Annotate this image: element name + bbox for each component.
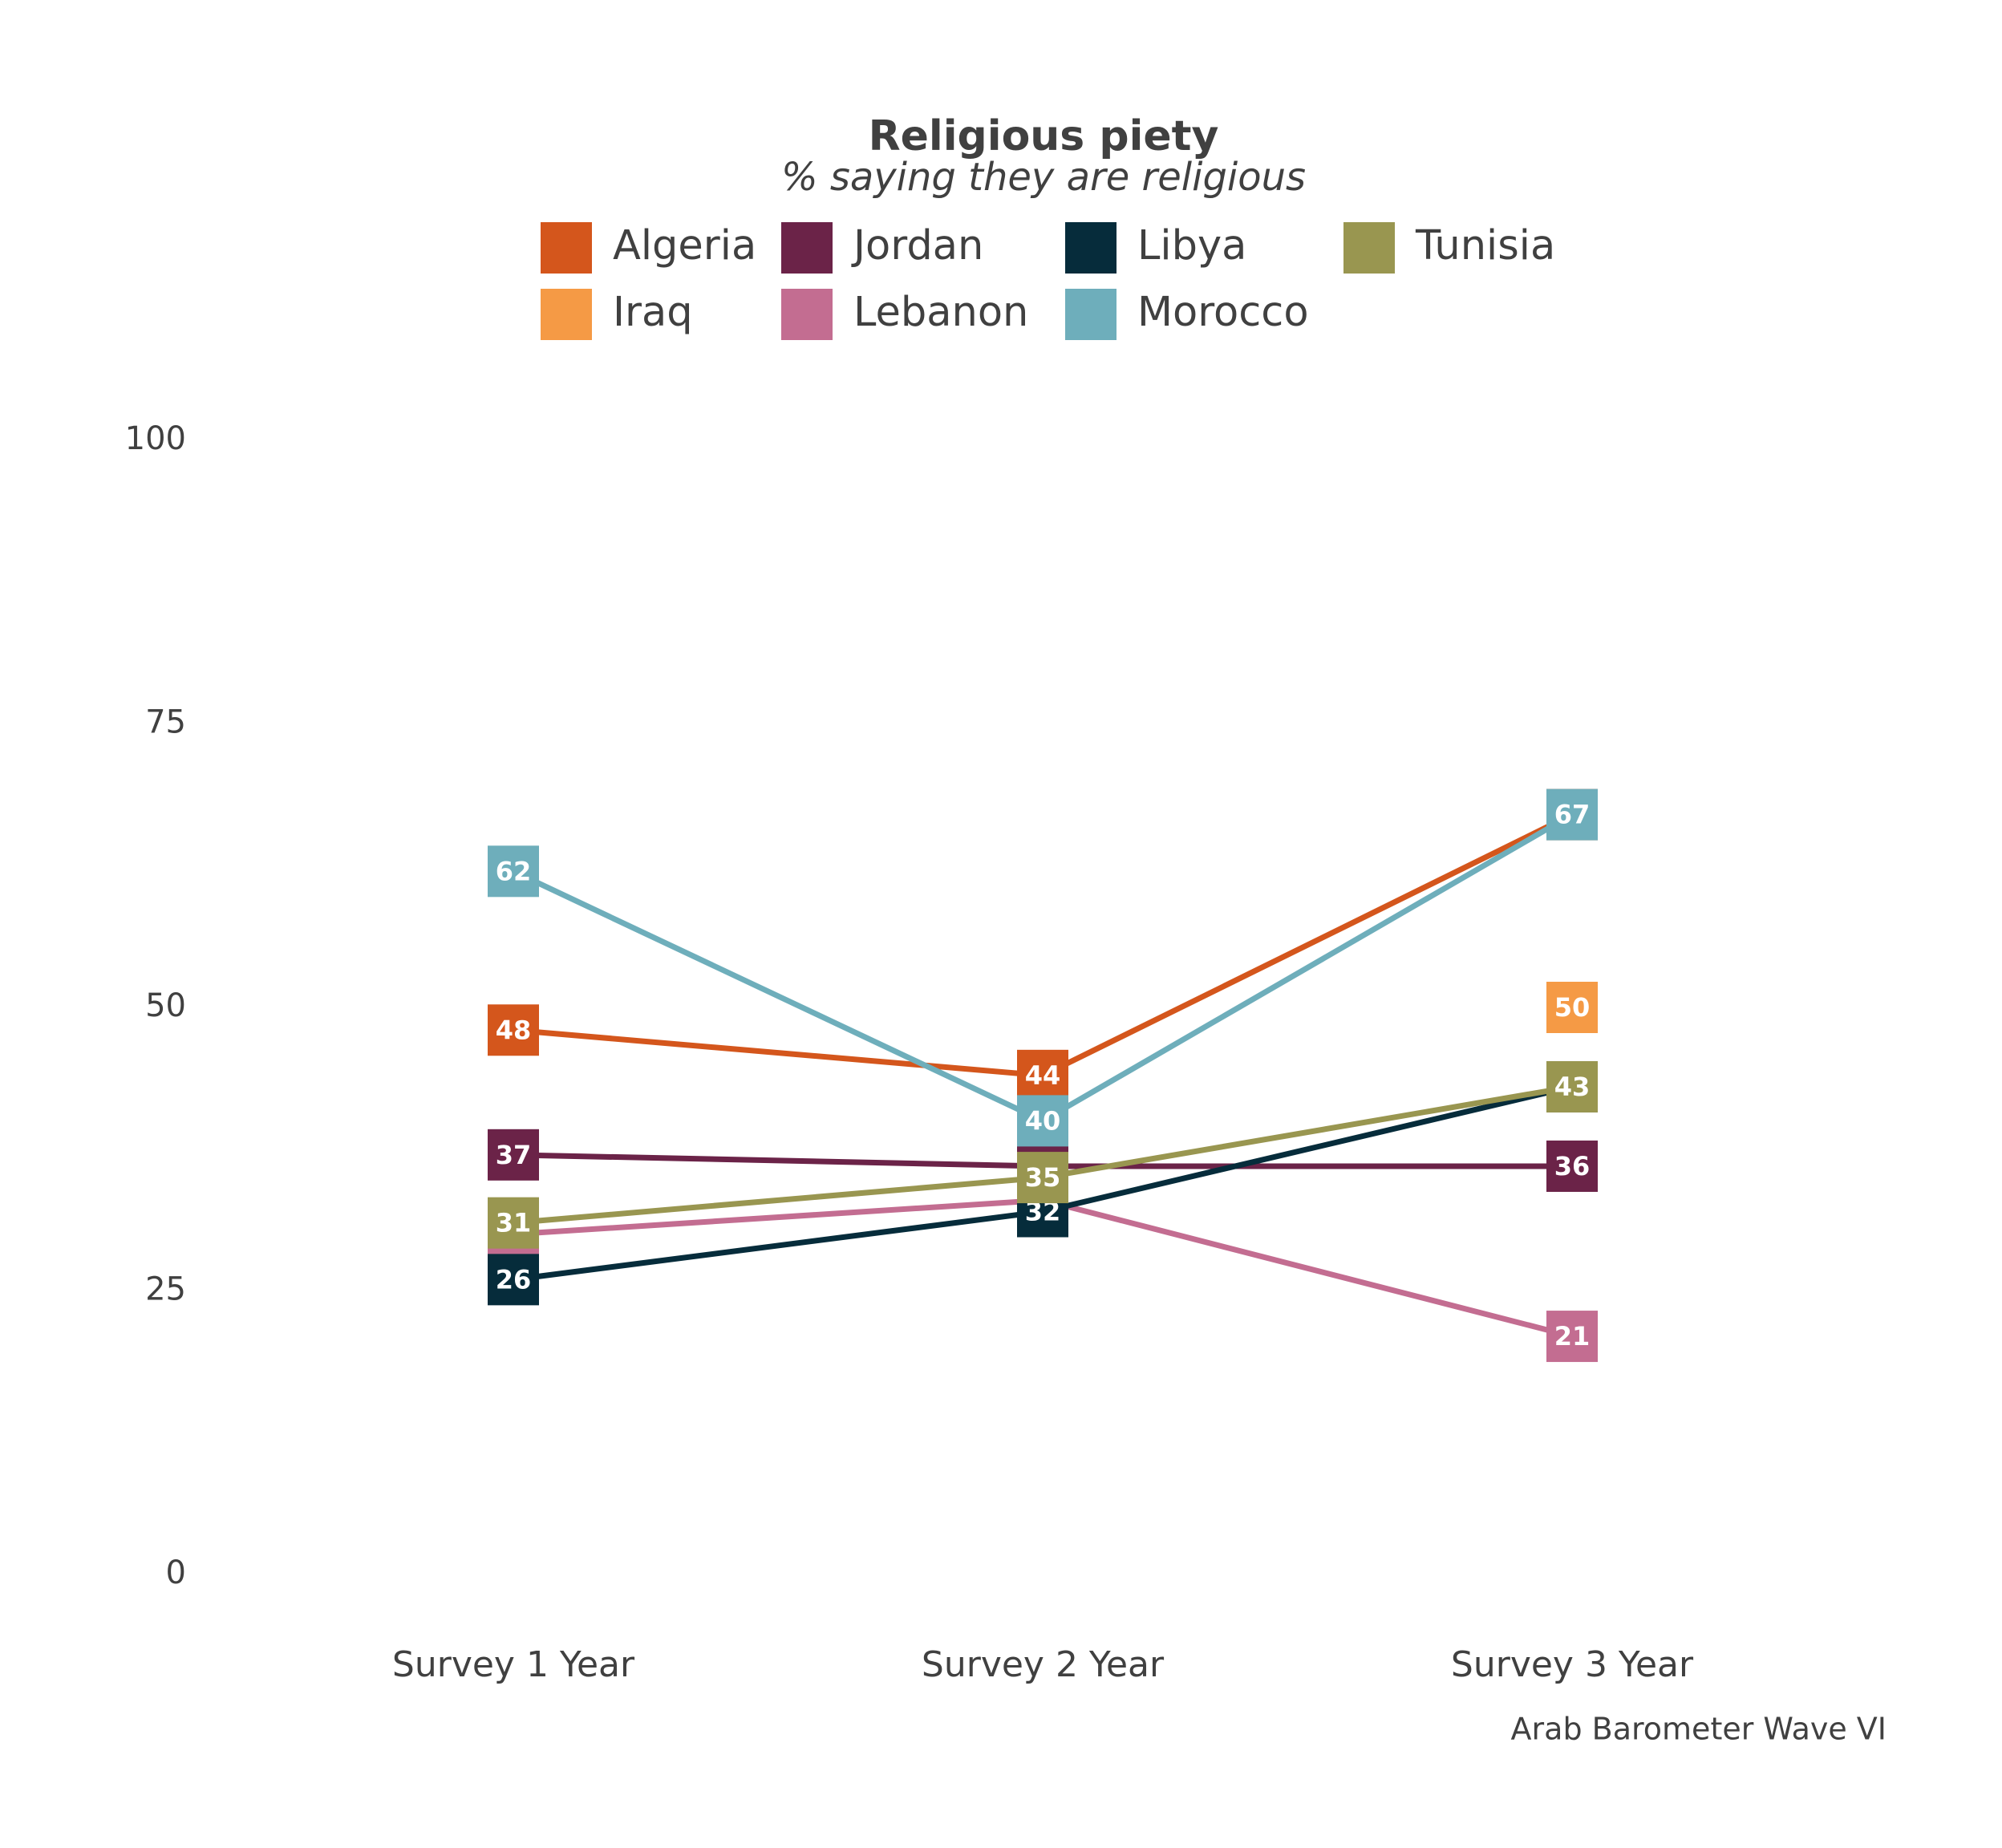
point-box: [488, 1254, 539, 1306]
legend-swatch: [1065, 222, 1116, 274]
legend-label: Lebanon: [853, 289, 1028, 336]
point-box: [1546, 982, 1598, 1033]
value-label: 48: [496, 1015, 532, 1045]
point-box: [1546, 1140, 1598, 1192]
legend-swatch: [541, 222, 592, 274]
y-tick-label: 50: [145, 987, 186, 1024]
value-label: 21: [1554, 1321, 1591, 1352]
value-label: 37: [496, 1140, 532, 1170]
legend-label: Algeria: [613, 222, 756, 270]
point-box: [1546, 788, 1598, 841]
chart-subtitle: % saying they are religious: [781, 155, 1306, 200]
point-box: [1546, 1060, 1598, 1112]
legend-swatch: [781, 289, 833, 340]
point-box: [488, 845, 539, 898]
value-label: 26: [496, 1264, 532, 1295]
caption: Arab Barometer Wave VI: [1511, 1712, 1886, 1747]
value-label: 31: [496, 1208, 532, 1238]
x-tick-label: Survey 1 Year: [392, 1644, 635, 1685]
value-label: 62: [496, 856, 532, 886]
point-box: [488, 1129, 539, 1181]
value-label: 44: [1025, 1060, 1061, 1091]
value-label: 67: [1554, 800, 1591, 830]
point-box: [1017, 1049, 1068, 1101]
y-tick-label: 75: [145, 704, 186, 741]
y-tick-label: 100: [125, 420, 186, 457]
value-label: 40: [1025, 1105, 1061, 1136]
value-label: 43: [1554, 1072, 1591, 1102]
y-tick-label: 0: [166, 1554, 186, 1591]
legend-label: Morocco: [1137, 289, 1309, 336]
value-label: 50: [1554, 992, 1591, 1023]
x-tick-label: Survey 2 Year: [922, 1644, 1165, 1685]
legend-swatch: [781, 222, 833, 274]
chart-title: Religious piety: [869, 112, 1219, 160]
legend-swatch: [1065, 289, 1116, 340]
legend-label: Iraq: [613, 289, 693, 336]
legend-swatch: [1343, 222, 1395, 274]
legend-label: Libya: [1137, 222, 1246, 270]
y-tick-label: 25: [145, 1271, 186, 1308]
value-label: 36: [1554, 1151, 1591, 1181]
point-box: [1017, 1095, 1068, 1147]
point-box: [488, 1004, 539, 1056]
legend-swatch: [541, 289, 592, 340]
legend-label: Jordan: [851, 222, 983, 270]
x-tick-label: Survey 3 Year: [1451, 1644, 1694, 1685]
value-label: 35: [1025, 1162, 1061, 1193]
legend-label: Tunisia: [1415, 222, 1555, 270]
point-box: [488, 1197, 539, 1249]
point-box: [1017, 1152, 1068, 1204]
point-box: [1546, 1311, 1598, 1363]
